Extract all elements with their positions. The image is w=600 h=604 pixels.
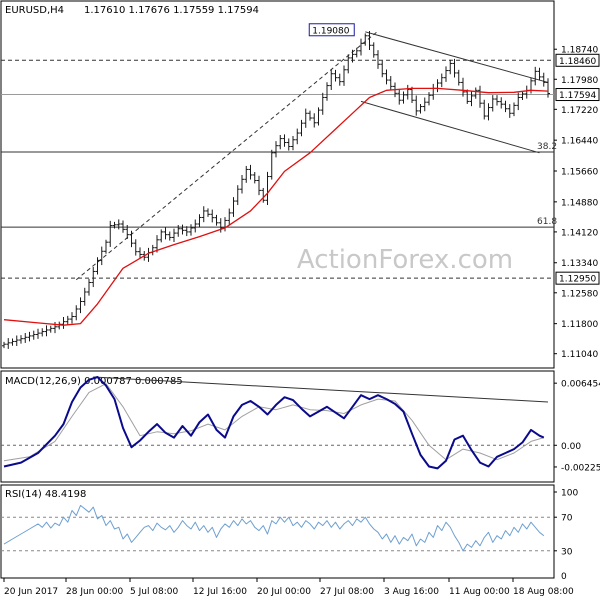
macd-signal-line [3,383,544,462]
rsi-line [3,504,545,552]
macd-panel-frame [0,370,555,483]
level-price-label-0: 1.18460 [559,57,596,67]
axis-labels: 1.18460 1.17594 1.12950 1.18740 1.17980 1.172… [3,46,600,597]
rsi-tick-label: 0 [561,572,567,582]
price-tick-label: 1.11040 [561,350,598,360]
peak-price-box [308,23,355,37]
price-tick-label: 1.12580 [561,289,598,299]
macd-line [3,376,545,470]
time-tick-label: 3 Aug 16:00 [384,587,439,597]
level-price-box-0 [555,53,600,67]
rsi-tick-label: 30 [561,547,573,557]
level-price-box-4 [555,271,600,285]
symbol-label: EURUSD,H4 [5,5,64,16]
level-price-label-4: 1.12950 [559,275,596,285]
watermark: ActionForex.com [297,245,513,275]
macd-series [1,376,554,470]
macd-tick-label: -0.002252 [561,463,600,473]
rsi-panel-frame [0,484,555,579]
level-price-box-1 [555,88,600,102]
price-tick-label: 1.15660 [561,168,598,178]
price-tick-label: 1.17220 [561,106,598,116]
price-tick-label: 1.13340 [561,259,598,269]
price-panel-frame [0,0,555,369]
channel-lower [360,100,540,154]
rsi-series [1,504,554,552]
rsi-tick-label: 100 [561,489,578,499]
time-tick-label: 28 Jun 00:00 [66,587,123,597]
time-tick-label: 11 Aug 00:00 [449,587,510,597]
price-tick-label: 1.14880 [561,198,598,208]
fib-label-3: 61.8 [537,217,557,227]
reference-lines: 38.2 61.8 [1,30,557,281]
channel-upper [365,31,549,83]
peak-price-label: 1.19080 [312,26,349,36]
rsi-tick-label: 70 [561,514,573,524]
rising-trendline [75,30,379,281]
time-tick-label: 12 Jul 16:00 [193,587,247,597]
macd-tick-label: 0.006454 [561,380,600,390]
time-tick-label: 27 Jul 08:00 [320,587,374,597]
macd-trendline [93,376,549,403]
time-tick-label: 5 Jul 08:00 [130,587,179,597]
price-series: 1.19080 [2,23,550,349]
price-tick-label: 1.14120 [561,228,598,238]
price-tick-label: 1.18740 [561,46,598,56]
ohlc-readout: 1.17610 1.17676 1.17559 1.17594 [84,5,259,16]
time-tick-label: 20 Jun 2017 [4,587,58,597]
fib-label-2: 38.2 [537,142,557,152]
moving-average-line [3,87,549,326]
price-tick-label: 1.11800 [561,320,598,330]
time-tick-label: 20 Jul 00:00 [257,587,311,597]
time-tick-label: 18 Aug 08:00 [513,587,574,597]
price-tick-label: 1.16440 [561,137,598,147]
macd-tick-label: 0.00 [561,442,581,452]
price-tick-label: 1.17980 [561,76,598,86]
rsi-label: RSI(14) 48.4198 [5,489,86,500]
macd-label: MACD(12,26,9) 0.000787 0.000785 [5,376,183,387]
level-price-label-1: 1.17594 [559,91,596,101]
